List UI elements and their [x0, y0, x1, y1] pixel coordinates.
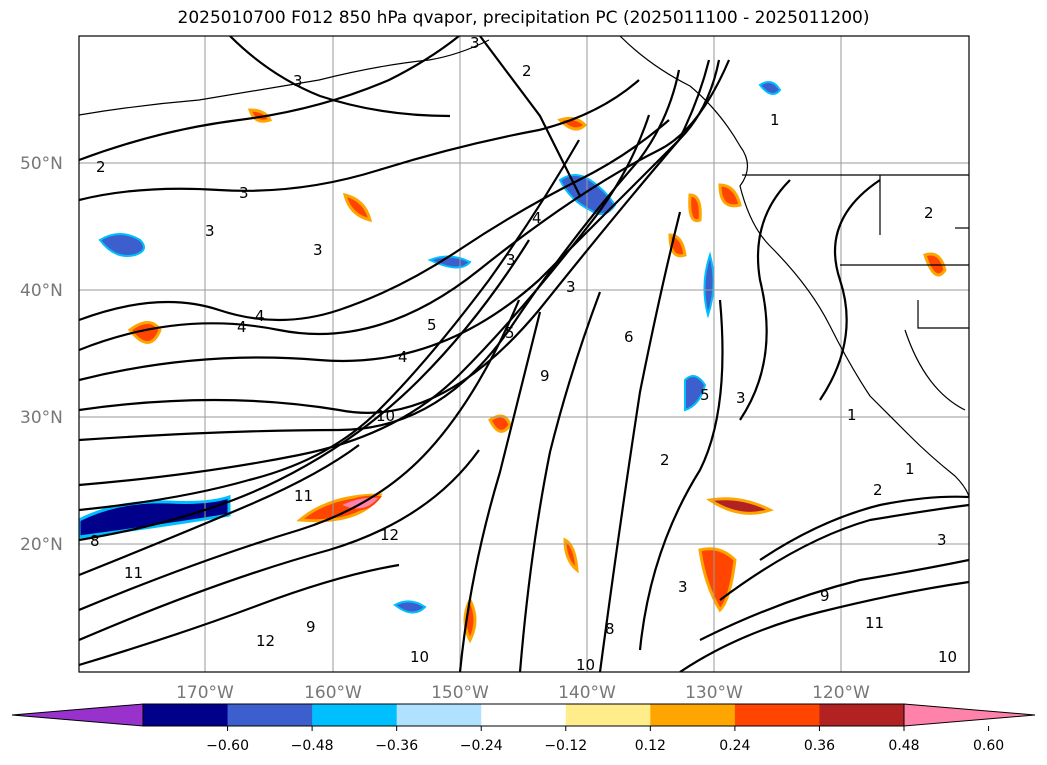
contour-label: 9 [540, 367, 550, 385]
lat-label: 40°N [20, 281, 63, 301]
contour-label: 1 [905, 460, 915, 478]
map-title: 2025010700 F012 850 hPa qvapor, precipit… [177, 8, 870, 28]
contour-label: 5 [505, 324, 515, 342]
anomaly-blob [563, 537, 579, 574]
contour-label: 10 [576, 656, 595, 674]
colorbar-segment [143, 704, 229, 726]
colorbar-tick-label: −0.12 [544, 738, 587, 754]
contour-label: 4 [532, 209, 542, 227]
contour-label: 11 [124, 564, 143, 582]
lon-label: 120°W [812, 683, 870, 703]
anomaly-blob [98, 233, 145, 257]
anomaly-blob [684, 375, 707, 412]
contour-label: 10 [376, 407, 395, 425]
colorbar-tick-label: −0.24 [460, 738, 503, 754]
colorbar-tick-label: 0.24 [719, 738, 750, 754]
colorbar-segment [481, 704, 567, 726]
colorbar-segment [565, 704, 651, 726]
colorbar-tick-label: 0.48 [888, 738, 919, 754]
anomaly-blob [127, 321, 162, 344]
contour-label: 2 [522, 62, 532, 80]
lon-label: 170°W [176, 683, 234, 703]
anomaly-blob [703, 251, 715, 319]
map-frame [78, 35, 970, 673]
colorbar-segment [650, 704, 736, 726]
colorbar-tick-label: 0.36 [804, 738, 835, 754]
anomaly-blob [706, 497, 774, 515]
map-frame-background [79, 36, 969, 672]
contour-label: 3 [293, 72, 303, 90]
contour-label: 8 [605, 620, 615, 638]
contour-label: 4 [237, 318, 247, 336]
contour-label: 3 [678, 578, 688, 596]
contour-label: 3 [239, 184, 249, 202]
contour-label: 3 [470, 34, 480, 52]
contour-label: 12 [380, 526, 399, 544]
anomaly-blob [688, 193, 702, 223]
contour-label: 10 [938, 648, 957, 666]
contour-label: 3 [506, 251, 516, 269]
contour-label: 6 [624, 328, 634, 346]
contour-lines [79, 36, 969, 672]
contour-label: 5 [427, 316, 437, 334]
colorbar-extend-min [11, 703, 144, 727]
anomaly-blob [342, 192, 373, 223]
anomaly-fill-layer [79, 80, 947, 644]
contour-label: 9 [820, 587, 830, 605]
lon-label: 150°W [431, 683, 489, 703]
colorbar-segment [819, 704, 905, 726]
colorbar-tick-label: 0.12 [635, 738, 666, 754]
colorbar-tick-label: 0.60 [973, 738, 1004, 754]
contour-label-layer: 2 3 3 3 2 3 3 3 4 4 4 3 5 4 5 6 9 10 11 … [90, 34, 957, 674]
contour-label: 11 [294, 487, 313, 505]
colorbar-segment [227, 704, 313, 726]
contour-label: 2 [924, 204, 934, 222]
contour-label: 3 [566, 278, 576, 296]
contour-label: 12 [256, 632, 275, 650]
longitude-labels: 170°W 160°W 150°W 140°W 130°W 120°W [176, 683, 870, 703]
coastlines [79, 36, 969, 497]
contour-label: 1 [770, 111, 780, 129]
contour-label: 3 [736, 389, 746, 407]
contour-label: 1 [847, 406, 857, 424]
contour-label: 2 [96, 158, 106, 176]
contour-label: 3 [937, 531, 947, 549]
colorbar-tick-label: −0.48 [291, 738, 334, 754]
contour-label: 3 [313, 241, 323, 259]
colorbar-segment [734, 704, 820, 726]
anomaly-blob [393, 600, 427, 614]
contour-label: 4 [398, 348, 408, 366]
lon-label: 160°W [304, 683, 362, 703]
lat-label: 20°N [20, 535, 63, 555]
colorbar-outline [142, 703, 905, 727]
latitude-labels: 50°N 40°N 30°N 20°N [20, 154, 63, 555]
colorbar-segment [312, 704, 398, 726]
lat-label: 50°N [20, 154, 63, 174]
lon-label: 130°W [685, 683, 743, 703]
contour-label: 2 [660, 451, 670, 469]
lon-label: 140°W [558, 683, 616, 703]
contour-label: 11 [865, 614, 884, 632]
contour-label: 8 [90, 532, 100, 550]
contour-label: 2 [873, 481, 883, 499]
colorbar-segment [396, 704, 482, 726]
colorbar-tick-label: −0.36 [375, 738, 418, 754]
colorbar-tick-label: −0.60 [206, 738, 249, 754]
anomaly-blob [488, 414, 512, 433]
contour-label: 10 [410, 648, 429, 666]
colorbar-extend-max [903, 703, 1036, 727]
contour-label: 3 [205, 222, 215, 240]
lat-label: 30°N [20, 408, 63, 428]
contour-label: 4 [255, 307, 265, 325]
anomaly-blob [718, 183, 742, 208]
colorbar: −0.60 −0.48 −0.36 −0.24 −0.12 0.12 0.24 0.36 0.4… [11, 703, 1036, 754]
contour-label: 9 [306, 618, 316, 636]
contour-label: 5 [700, 386, 710, 404]
anomaly-blob [758, 80, 782, 95]
